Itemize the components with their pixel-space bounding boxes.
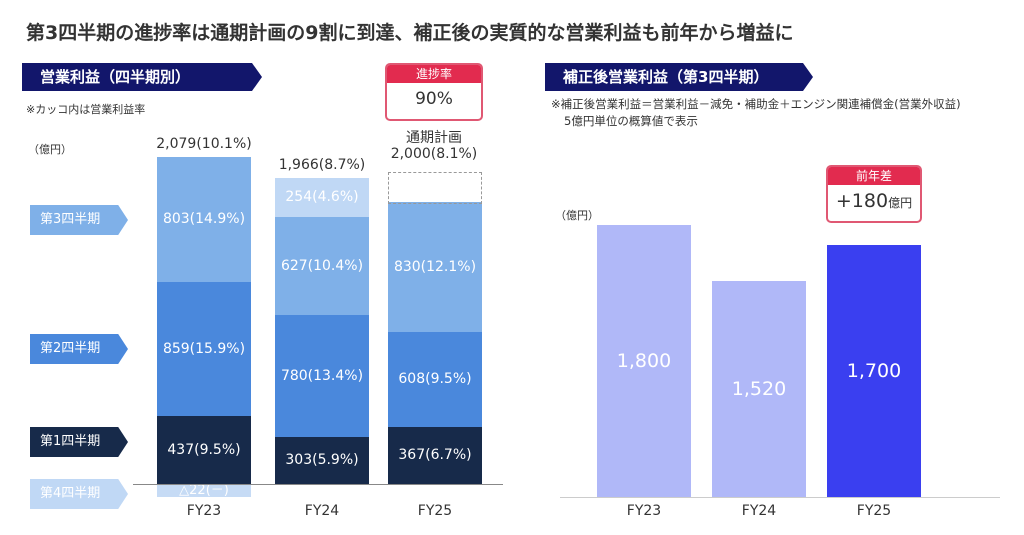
bar: 1,700: [827, 245, 921, 497]
diff-unit: 億円: [888, 196, 913, 210]
x-tick-label: FY23: [186, 503, 222, 519]
x-tick-label: FY25: [856, 503, 892, 519]
bar-segment: △22(－): [157, 484, 251, 497]
bar-segment: 608(9.5%): [388, 331, 482, 427]
diff-label: 前年差: [828, 167, 920, 185]
legend-q3: 第3四半期: [30, 205, 128, 235]
left-axis: [133, 484, 503, 485]
bar-segment: 627(10.4%): [275, 217, 369, 316]
left-note: ※カッコ内は営業利益率: [26, 103, 146, 116]
right-banner: 補正後営業利益（第3四半期）: [545, 63, 813, 91]
bar: 1,520: [712, 281, 806, 497]
progress-box: 進捗率 90%: [385, 63, 483, 121]
plan-outline: [388, 172, 482, 205]
bar-segment: 437(9.5%): [157, 415, 251, 484]
page-title: 第3四半期の進捗率は通期計画の9割に到達、補正後の実質的な営業利益も前年から増益…: [26, 22, 794, 44]
right-unit: （億円）: [555, 209, 599, 222]
x-tick-label: FY23: [626, 503, 662, 519]
bar-total-label: 2,079(10.1%): [156, 135, 252, 152]
legend-q2: 第2四半期: [30, 334, 128, 364]
left-unit: （億円）: [28, 143, 72, 156]
bar-segment: 830(12.1%): [388, 202, 482, 332]
x-tick-label: FY25: [417, 503, 453, 519]
plan-value: 2,000(8.1%): [390, 146, 478, 162]
x-tick-label: FY24: [741, 503, 777, 519]
right-note-1: ※補正後営業利益＝営業利益－減免・補助金＋エンジン関連補償金(営業外収益): [551, 97, 961, 111]
right-note-2: 5億円単位の概算値で表示: [564, 114, 698, 128]
bar-segment: 254(4.6%): [275, 177, 369, 218]
legend-q1: 第1四半期: [30, 427, 128, 457]
bar: 1,800: [597, 225, 691, 497]
x-tick-label: FY24: [304, 503, 340, 519]
bar-segment: 780(13.4%): [275, 315, 369, 437]
diff-value: +180: [835, 190, 889, 212]
bar-total-label: 1,966(8.7%): [278, 156, 366, 173]
bar-segment: 803(14.9%): [157, 156, 251, 282]
plan-label: 通期計画: [406, 130, 462, 146]
progress-value: 90%: [415, 89, 453, 109]
legend-q4: 第4四半期: [30, 479, 128, 509]
diff-box: 前年差 +180億円: [826, 165, 922, 223]
progress-label: 進捗率: [387, 65, 481, 83]
bar-segment: 367(6.7%): [388, 426, 482, 484]
left-banner: 営業利益（四半期別）: [22, 63, 262, 91]
right-axis: [560, 497, 1000, 498]
bar-segment: 303(5.9%): [275, 436, 369, 484]
bar-segment: 859(15.9%): [157, 281, 251, 416]
